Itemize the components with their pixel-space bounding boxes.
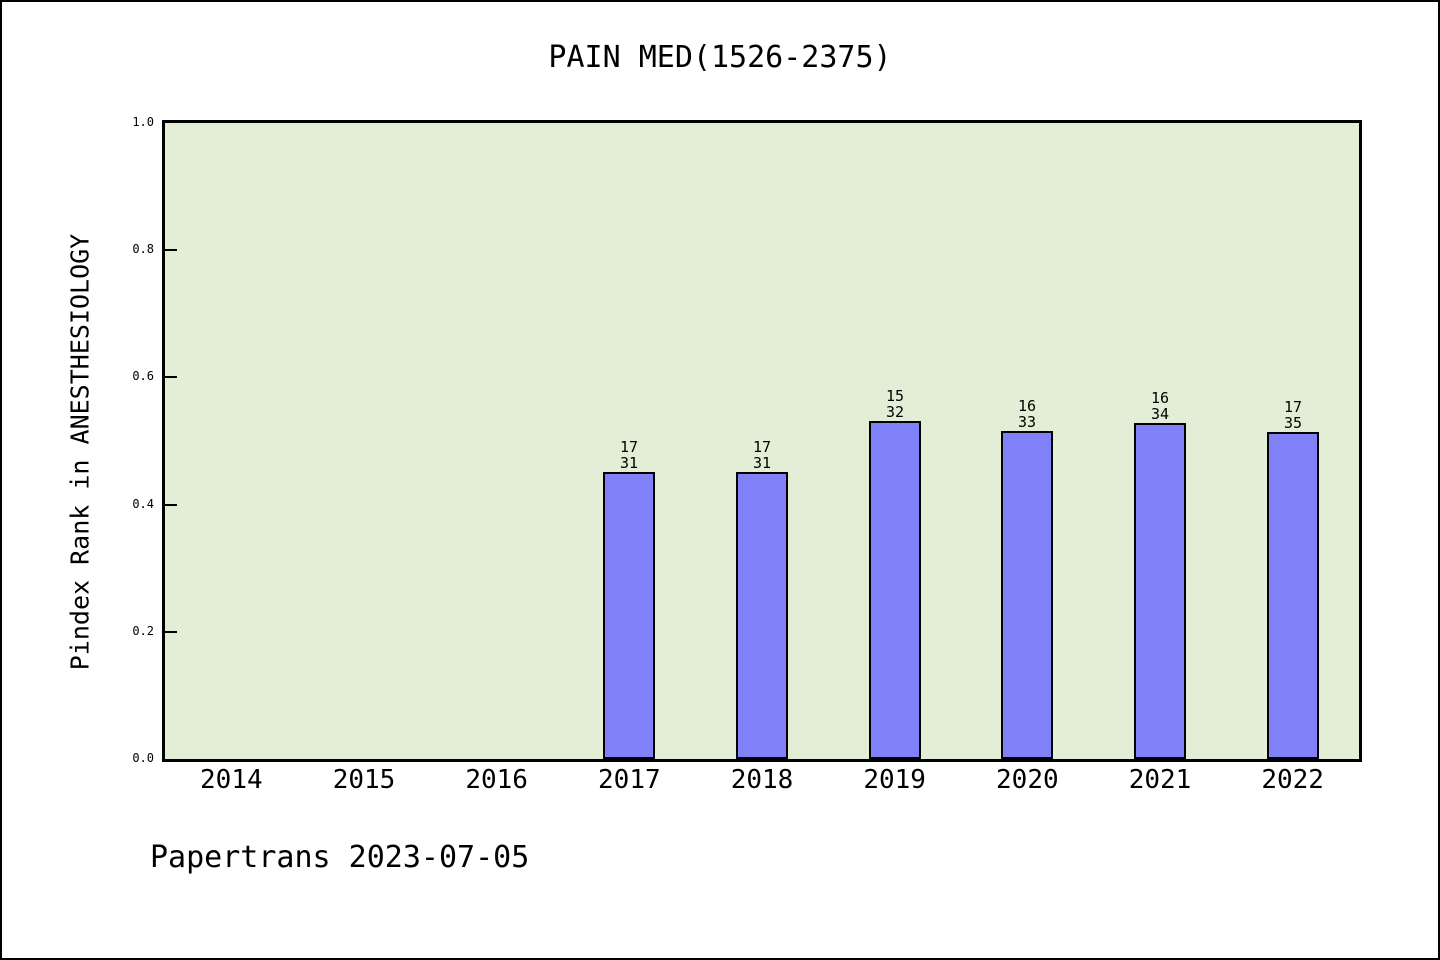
bar-label-line: 34: [1150, 405, 1170, 423]
watermark-text: Papertrans 2023-07-05: [150, 840, 530, 875]
x-tick-label-2015: 2015: [332, 765, 396, 795]
y-tickmark-0.4: [165, 503, 177, 506]
plot-area: 17 31 17 31 15 32 16 33 16 34 17 35: [162, 120, 1362, 762]
bar-label-line: 15: [885, 387, 905, 405]
bar-2018: [736, 472, 788, 759]
bar-2021: [1134, 423, 1186, 759]
y-tickmark-0.8: [165, 249, 177, 252]
x-tick-label-2017: 2017: [598, 765, 661, 795]
bar-label-line: 33: [1017, 413, 1037, 431]
bar-label-2020: 16 33: [977, 398, 1077, 430]
y-tick-label-0.0: 0.0: [132, 751, 154, 765]
x-tick-label-2016: 2016: [465, 765, 528, 795]
bar-label-2017: 17 31: [579, 439, 679, 471]
bar-2022: [1267, 432, 1319, 759]
bar-label-line: 16: [1017, 397, 1037, 415]
bar-label-line: 32: [885, 403, 905, 421]
x-tick-label-2020: 2020: [996, 765, 1059, 795]
bar-label-line: 16: [1150, 389, 1170, 407]
bar-2017: [603, 472, 655, 759]
bar-label-line: 17: [1283, 398, 1303, 416]
x-tick-label-2021: 2021: [1128, 765, 1192, 795]
x-tick-label-2022: 2022: [1261, 765, 1324, 795]
x-tick-label-2018: 2018: [730, 765, 794, 795]
y-tick-label-1.0: 1.0: [132, 115, 154, 129]
bar-label-2021: 16 34: [1110, 390, 1210, 422]
bar-2019: [869, 421, 921, 759]
bar-label-2019: 15 32: [845, 388, 945, 420]
y-axis-title: Pindex Rank in ANESTHESIOLOGY: [65, 233, 95, 671]
y-tick-label-0.2: 0.2: [132, 623, 154, 638]
y-tick-label-0.6: 0.6: [132, 369, 154, 384]
bar-label-line: 17: [619, 438, 639, 456]
x-tick-label-2019: 2019: [863, 765, 926, 795]
x-tick-label-2014: 2014: [200, 765, 263, 795]
bar-label-line: 31: [619, 454, 639, 472]
y-tickmark-0.2: [165, 630, 177, 633]
bar-label-2022: 17 35: [1243, 399, 1343, 431]
y-tickmark-0.6: [165, 376, 177, 379]
bar-2020: [1001, 431, 1053, 759]
bar-label-line: 17: [752, 438, 772, 456]
bar-label-line: 31: [752, 454, 772, 472]
y-tick-label-0.4: 0.4: [132, 496, 154, 511]
bar-label-line: 35: [1283, 414, 1303, 432]
y-tick-label-0.8: 0.8: [132, 242, 154, 257]
bar-label-2018: 17 31: [712, 439, 812, 471]
chart-title: PAIN MED(1526-2375): [548, 40, 892, 75]
